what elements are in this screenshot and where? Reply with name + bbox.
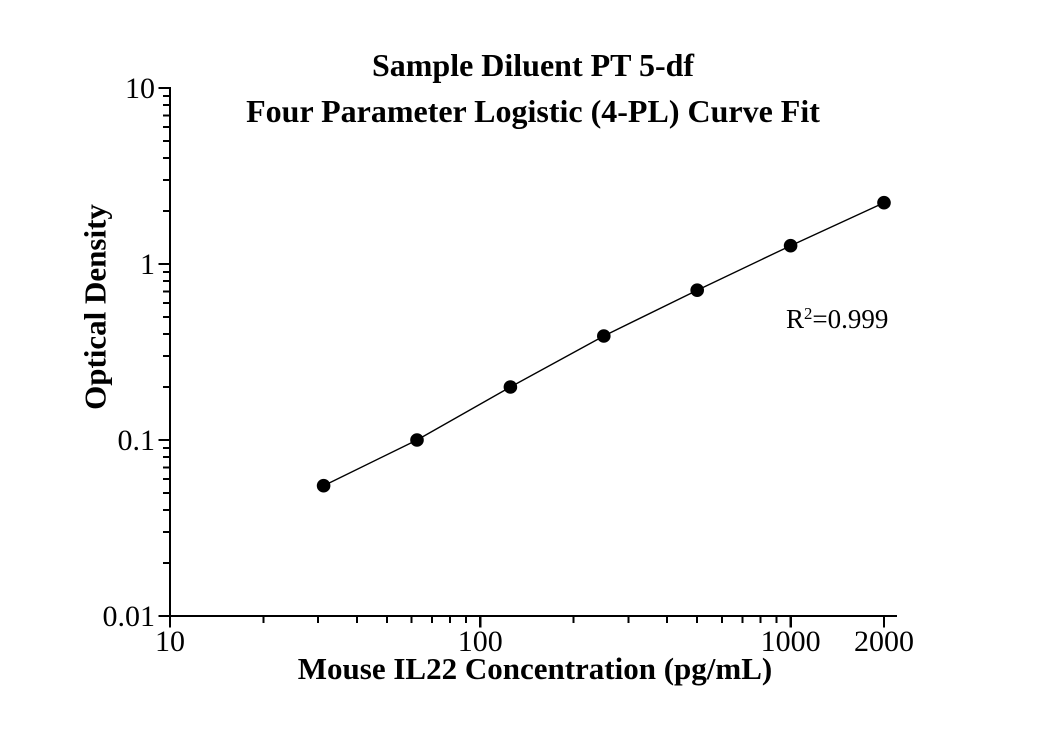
data-point <box>877 195 891 210</box>
fit-curve <box>322 202 885 487</box>
x-tick-label: 2000 <box>854 625 914 658</box>
data-point <box>597 329 611 343</box>
data-point <box>410 433 424 447</box>
data-point <box>503 380 518 394</box>
x-tick-label: 1000 <box>761 625 821 658</box>
data-point <box>316 478 331 493</box>
r-squared-value: =0.999 <box>812 304 889 334</box>
r-squared-exponent: 2 <box>804 303 813 323</box>
chart-title-line1: Sample Diluent PT 5-df <box>371 47 695 83</box>
r-squared-annotation: R2=0.999 <box>786 303 889 334</box>
r-squared-base: R <box>786 304 805 334</box>
data-point <box>690 283 704 298</box>
y-tick-label: 0.01 <box>103 600 156 633</box>
data-point <box>783 238 798 253</box>
x-tick-label: 10 <box>155 625 185 658</box>
x-tick-label: 100 <box>458 625 503 658</box>
y-tick-label: 10 <box>125 72 155 105</box>
x-axis-label: Mouse IL22 Concentration (pg/mL) <box>297 651 773 686</box>
chart-title-line2: Four Parameter Logistic (4-PL) Curve Fit <box>246 93 820 129</box>
y-tick-label: 1 <box>140 248 155 281</box>
y-tick-label: 0.1 <box>118 424 156 457</box>
